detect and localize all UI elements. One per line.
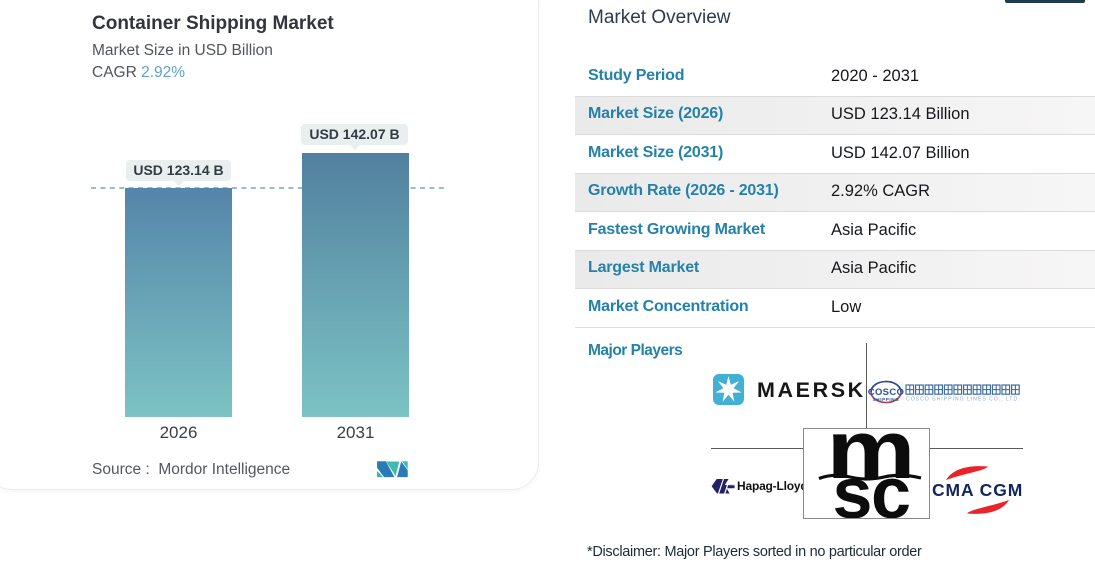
svg-text:SHIPPING: SHIPPING (873, 397, 900, 402)
svg-text:COSCO SHIPPING LINES CO., LTD.: COSCO SHIPPING LINES CO., LTD. (906, 397, 1021, 403)
svg-text:sc: sc (833, 454, 910, 518)
svg-text:COSCO: COSCO (868, 387, 904, 398)
svg-text:CMA CGM: CMA CGM (932, 480, 1023, 500)
svg-text:m: m (827, 429, 916, 496)
